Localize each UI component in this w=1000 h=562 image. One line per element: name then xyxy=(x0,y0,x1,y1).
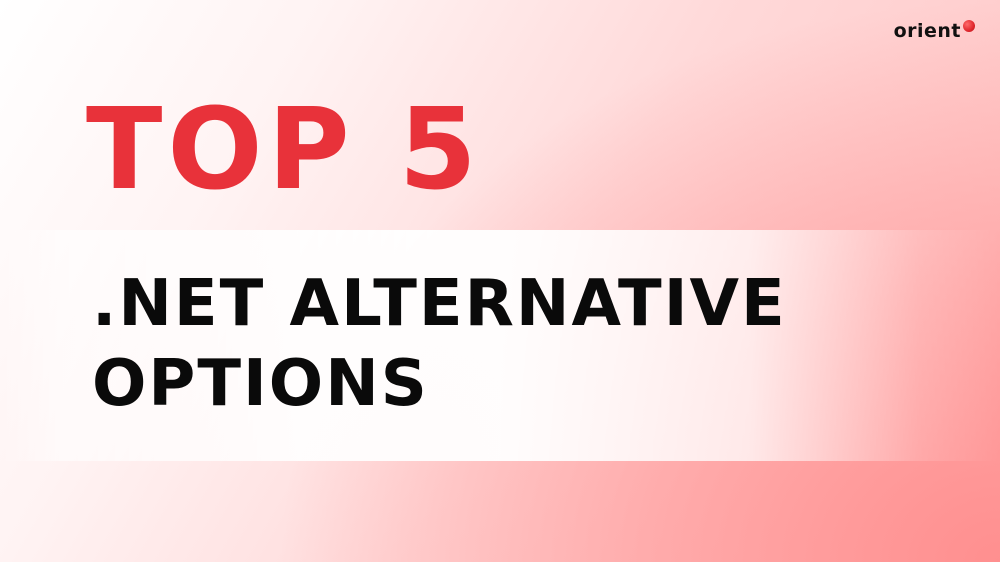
brand-logo: orient xyxy=(893,19,975,42)
headline-title: TOP 5 xyxy=(86,85,482,215)
subtitle-line-1: .NET ALTERNATIVE xyxy=(92,267,787,341)
subtitle-line-2: OPTIONS xyxy=(92,347,429,421)
subtitle: .NET ALTERNATIVE OPTIONS xyxy=(92,264,787,424)
brand-logo-text: orient xyxy=(893,20,961,42)
brand-dot-icon xyxy=(963,19,975,32)
highlight-band xyxy=(0,230,1000,461)
